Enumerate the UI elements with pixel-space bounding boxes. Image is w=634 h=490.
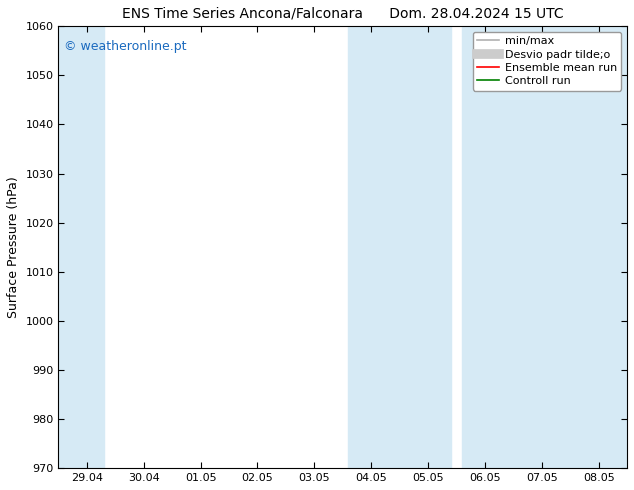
Bar [349,26,451,468]
Title: ENS Time Series Ancona/Falconara      Dom. 28.04.2024 15 UTC: ENS Time Series Ancona/Falconara Dom. 28… [122,7,564,21]
Bar [462,26,627,468]
Legend: min/max, Desvio padr tilde;o, Ensemble mean run, Controll run: min/max, Desvio padr tilde;o, Ensemble m… [472,32,621,91]
Bar [58,26,104,468]
Y-axis label: Surface Pressure (hPa): Surface Pressure (hPa) [7,176,20,318]
Text: © weatheronline.pt: © weatheronline.pt [64,40,186,52]
